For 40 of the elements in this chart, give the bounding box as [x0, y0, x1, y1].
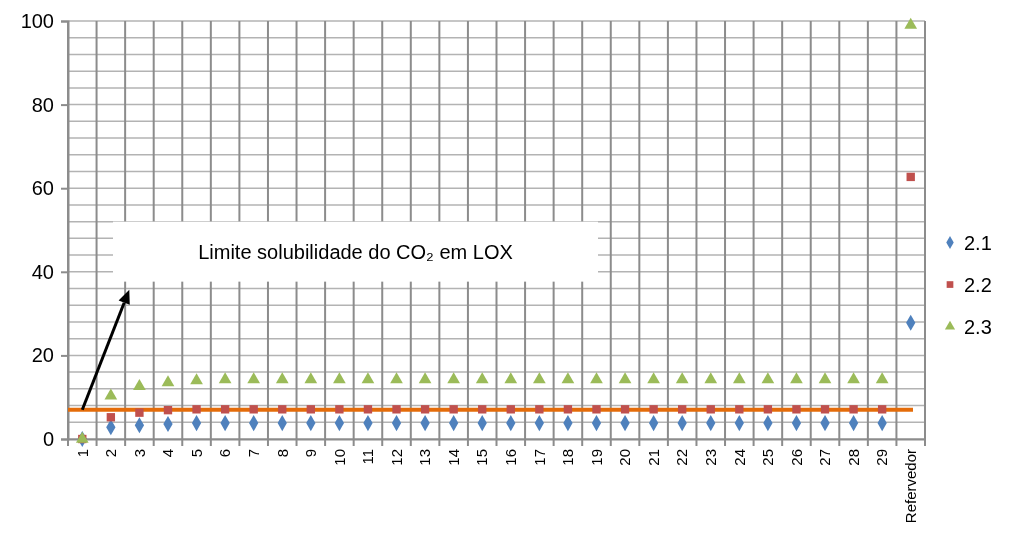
- x-tick-label: 26: [787, 449, 805, 466]
- y-tick-label: 20: [31, 344, 54, 367]
- y-tick-label: 40: [31, 260, 54, 283]
- annotation: Limite solubilidade do CO₂ em LOX: [198, 240, 513, 263]
- y-tick-label: 0: [42, 427, 54, 450]
- y-tick-label: 100: [20, 9, 54, 32]
- x-tick-label: 28: [844, 449, 862, 466]
- x-tick-label: Refervedor: [901, 449, 919, 524]
- legend-label: 2.1: [964, 231, 992, 254]
- x-tick-label: 27: [816, 449, 834, 466]
- x-tick-label: 7: [244, 449, 262, 458]
- x-tick-label: 2: [102, 449, 120, 458]
- x-tick-label: 8: [273, 449, 291, 458]
- x-tick-label: 25: [759, 449, 777, 466]
- x-tick-label: 4: [159, 449, 177, 458]
- x-tick-label: 21: [644, 449, 662, 466]
- x-tick-label: 22: [673, 449, 691, 466]
- x-tick-label: 9: [302, 449, 320, 458]
- x-tick-label: 15: [473, 449, 491, 466]
- legend-label: 2.3: [964, 315, 992, 338]
- x-tick-label: 18: [559, 449, 577, 466]
- x-tick-label: 12: [387, 449, 405, 466]
- x-tick-label: 23: [702, 449, 719, 466]
- legend-label: 2.2: [964, 273, 992, 296]
- x-tick-label: 11: [359, 449, 377, 465]
- x-tick-label: 24: [730, 449, 748, 466]
- x-tick-label: 19: [587, 449, 605, 466]
- x-tick-label: 17: [530, 449, 548, 466]
- x-tick-label: 3: [130, 449, 148, 458]
- x-tick-label: 5: [187, 449, 205, 458]
- x-tick-label: 16: [502, 449, 520, 466]
- x-tick-label: 1: [73, 449, 91, 458]
- x-tick-label: 29: [873, 449, 891, 466]
- y-tick-label: 60: [31, 177, 54, 200]
- x-tick-label: 20: [616, 449, 634, 466]
- x-tick-label: 6: [216, 449, 234, 458]
- x-tick-label: 14: [444, 449, 462, 466]
- x-tick-label: 10: [330, 449, 348, 466]
- y-tick-label: 80: [31, 93, 54, 116]
- x-tick-label: 13: [416, 449, 434, 466]
